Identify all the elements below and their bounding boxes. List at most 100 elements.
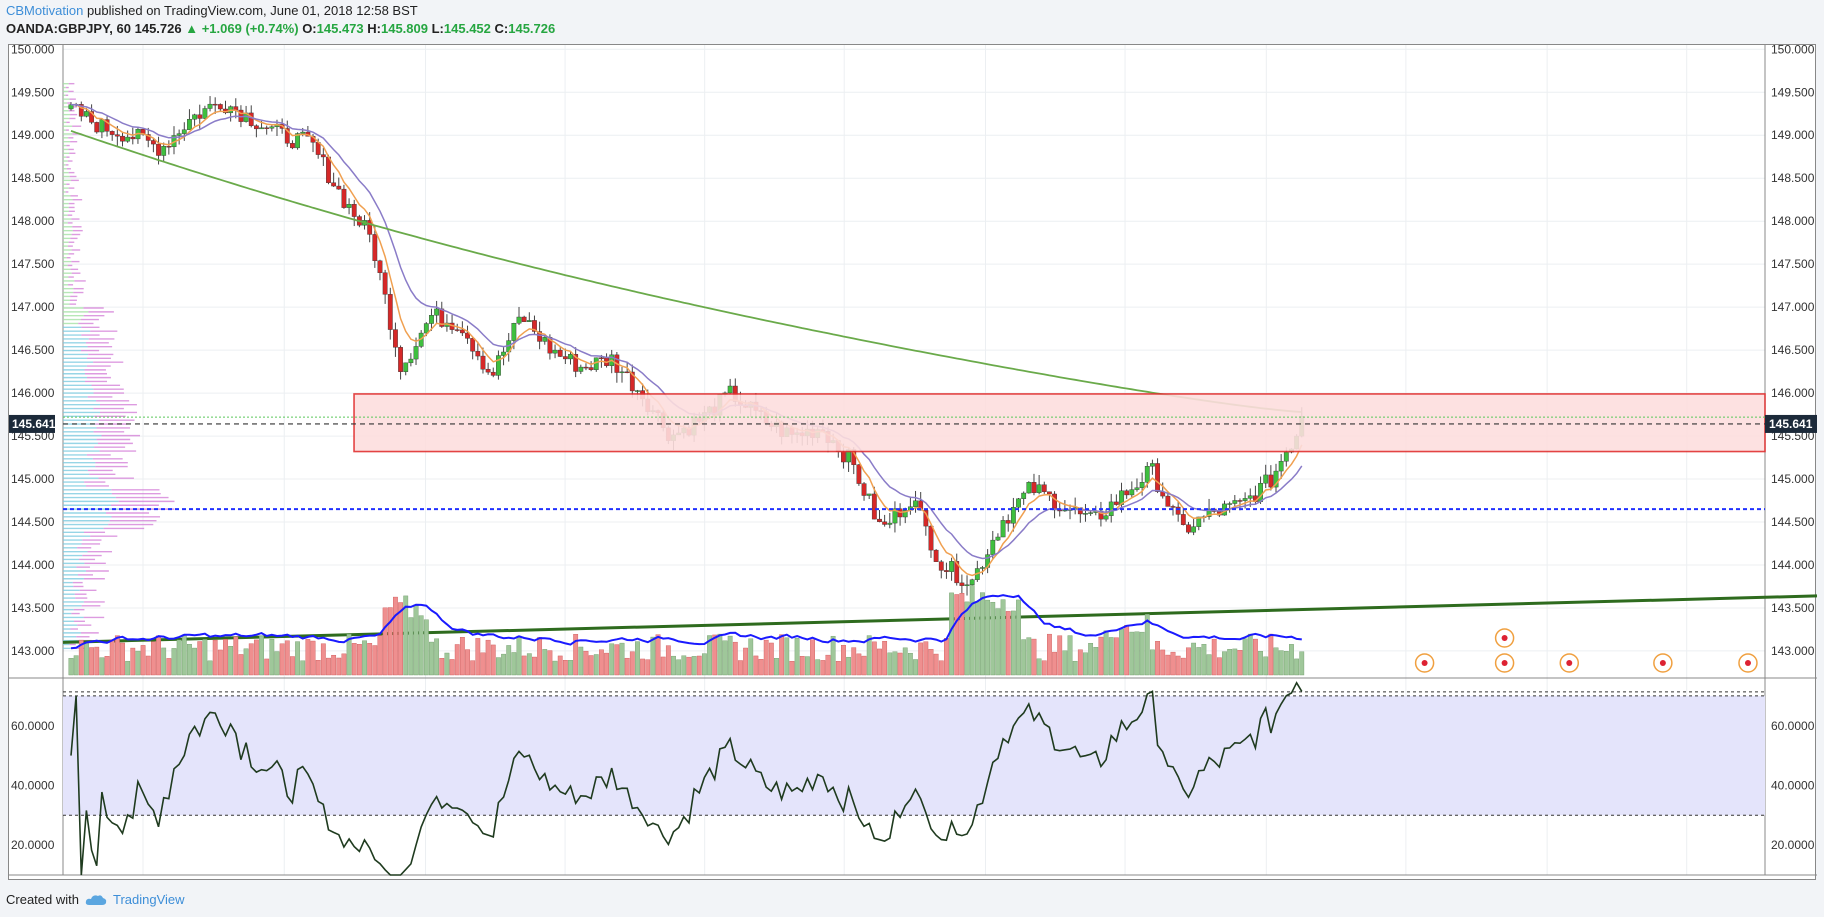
candle bbox=[1144, 466, 1150, 483]
candle bbox=[387, 294, 393, 330]
volume-bar bbox=[650, 636, 656, 676]
volume-bar bbox=[444, 652, 450, 676]
time-tick: 23 bbox=[278, 879, 292, 881]
volume-bar bbox=[877, 648, 882, 676]
volume-bar bbox=[614, 644, 620, 676]
volume-bar bbox=[181, 634, 187, 676]
candle bbox=[1088, 512, 1094, 514]
trend-line bbox=[62, 594, 1817, 644]
candle bbox=[913, 500, 918, 507]
volume-bar bbox=[403, 595, 409, 676]
rsi-tick-left: 40.0000 bbox=[11, 778, 55, 792]
candle bbox=[212, 103, 218, 106]
price-tick-left: 150.000 bbox=[11, 45, 55, 56]
volume-bar bbox=[217, 649, 223, 676]
candle bbox=[501, 351, 506, 356]
candle bbox=[1026, 482, 1032, 494]
candle bbox=[887, 522, 893, 525]
volume-bar bbox=[1057, 635, 1063, 676]
low-label: L: bbox=[431, 21, 444, 36]
volume-bar bbox=[387, 607, 393, 676]
candle bbox=[393, 329, 398, 348]
volume-bar bbox=[73, 655, 79, 676]
volume-bar bbox=[702, 653, 707, 676]
volume-bar bbox=[686, 656, 692, 676]
volume-bar bbox=[1021, 639, 1027, 676]
volume-bar bbox=[573, 634, 579, 676]
close-value: 145.726 bbox=[508, 21, 556, 36]
candle bbox=[109, 131, 115, 135]
tradingview-link[interactable]: TradingView bbox=[112, 892, 185, 907]
volume-bar bbox=[326, 657, 331, 676]
volume-bar bbox=[99, 657, 105, 676]
candle bbox=[949, 561, 954, 572]
candle bbox=[290, 143, 295, 149]
uk-event-dot bbox=[1501, 635, 1508, 641]
volume-bar bbox=[295, 641, 300, 676]
price-tick-left: 147.500 bbox=[11, 257, 55, 271]
candle bbox=[599, 357, 604, 359]
rsi-line bbox=[70, 681, 1303, 876]
volume-bar bbox=[367, 643, 373, 676]
ema-mid-line bbox=[70, 103, 1303, 560]
volume-bar bbox=[954, 594, 960, 676]
open-label: O: bbox=[302, 21, 317, 36]
volume-bar bbox=[1144, 614, 1150, 676]
volume-bar bbox=[264, 658, 270, 676]
candle bbox=[89, 111, 94, 123]
candle bbox=[1196, 516, 1202, 527]
chart-area[interactable]: 150.000 150.000 149.500 149.500 149.000 149.0… bbox=[8, 44, 1817, 881]
volume-bar bbox=[202, 639, 208, 676]
volume-bar bbox=[959, 592, 965, 676]
candle bbox=[166, 145, 172, 148]
volume-bar bbox=[207, 660, 213, 676]
candle bbox=[485, 368, 491, 373]
volume-bar bbox=[135, 650, 141, 676]
candle bbox=[300, 131, 306, 134]
candle bbox=[1041, 484, 1047, 492]
symbol-name[interactable]: OANDA:GBPJPY, 60 bbox=[6, 21, 131, 36]
candle bbox=[866, 493, 872, 496]
candle bbox=[1263, 474, 1269, 484]
volume-bar bbox=[1186, 647, 1191, 676]
candle bbox=[1186, 524, 1191, 533]
time-tick: 4 bbox=[1403, 879, 1410, 881]
volume-bar bbox=[413, 604, 419, 676]
volume-bar bbox=[588, 655, 594, 676]
candle bbox=[969, 579, 975, 585]
candle bbox=[521, 316, 527, 322]
volume-bar bbox=[284, 640, 290, 676]
volume-bar bbox=[243, 648, 249, 676]
volume-bar bbox=[583, 650, 589, 676]
candle bbox=[1021, 492, 1027, 499]
volume-bar bbox=[815, 659, 821, 676]
volume-bar bbox=[1072, 660, 1078, 676]
candle bbox=[341, 188, 347, 208]
volume-bar bbox=[1005, 611, 1011, 676]
volume-bar bbox=[758, 659, 764, 676]
uk-event-dot bbox=[1566, 660, 1573, 666]
last-price: 145.726 bbox=[134, 21, 182, 36]
candle bbox=[954, 561, 960, 584]
chart-canvas[interactable]: 150.000 150.000 149.500 149.500 149.000 149.0… bbox=[9, 45, 1817, 881]
volume-bar bbox=[1294, 658, 1300, 676]
price-tick-right: 149.000 bbox=[1771, 128, 1815, 142]
candle bbox=[367, 220, 373, 235]
volume-bar bbox=[933, 653, 939, 676]
volume-bar bbox=[480, 652, 486, 676]
time-tick: Jun bbox=[1257, 879, 1276, 881]
price-tick-left: 143.500 bbox=[11, 601, 55, 615]
volume-bar bbox=[671, 655, 676, 676]
candle bbox=[1139, 482, 1145, 488]
ema-slow-line bbox=[70, 130, 1302, 413]
volume-bar bbox=[542, 649, 548, 676]
price-tick-right: 144.500 bbox=[1771, 515, 1815, 529]
volume-bar bbox=[68, 658, 74, 676]
volume-bar bbox=[1175, 655, 1181, 676]
candle bbox=[1268, 474, 1274, 488]
volume-bar bbox=[501, 653, 506, 676]
chart-header: CBMotivation published on TradingView.co… bbox=[6, 3, 555, 37]
candle bbox=[1232, 500, 1238, 504]
volume-bar bbox=[398, 602, 403, 676]
publisher-link[interactable]: CBMotivation bbox=[6, 3, 84, 18]
